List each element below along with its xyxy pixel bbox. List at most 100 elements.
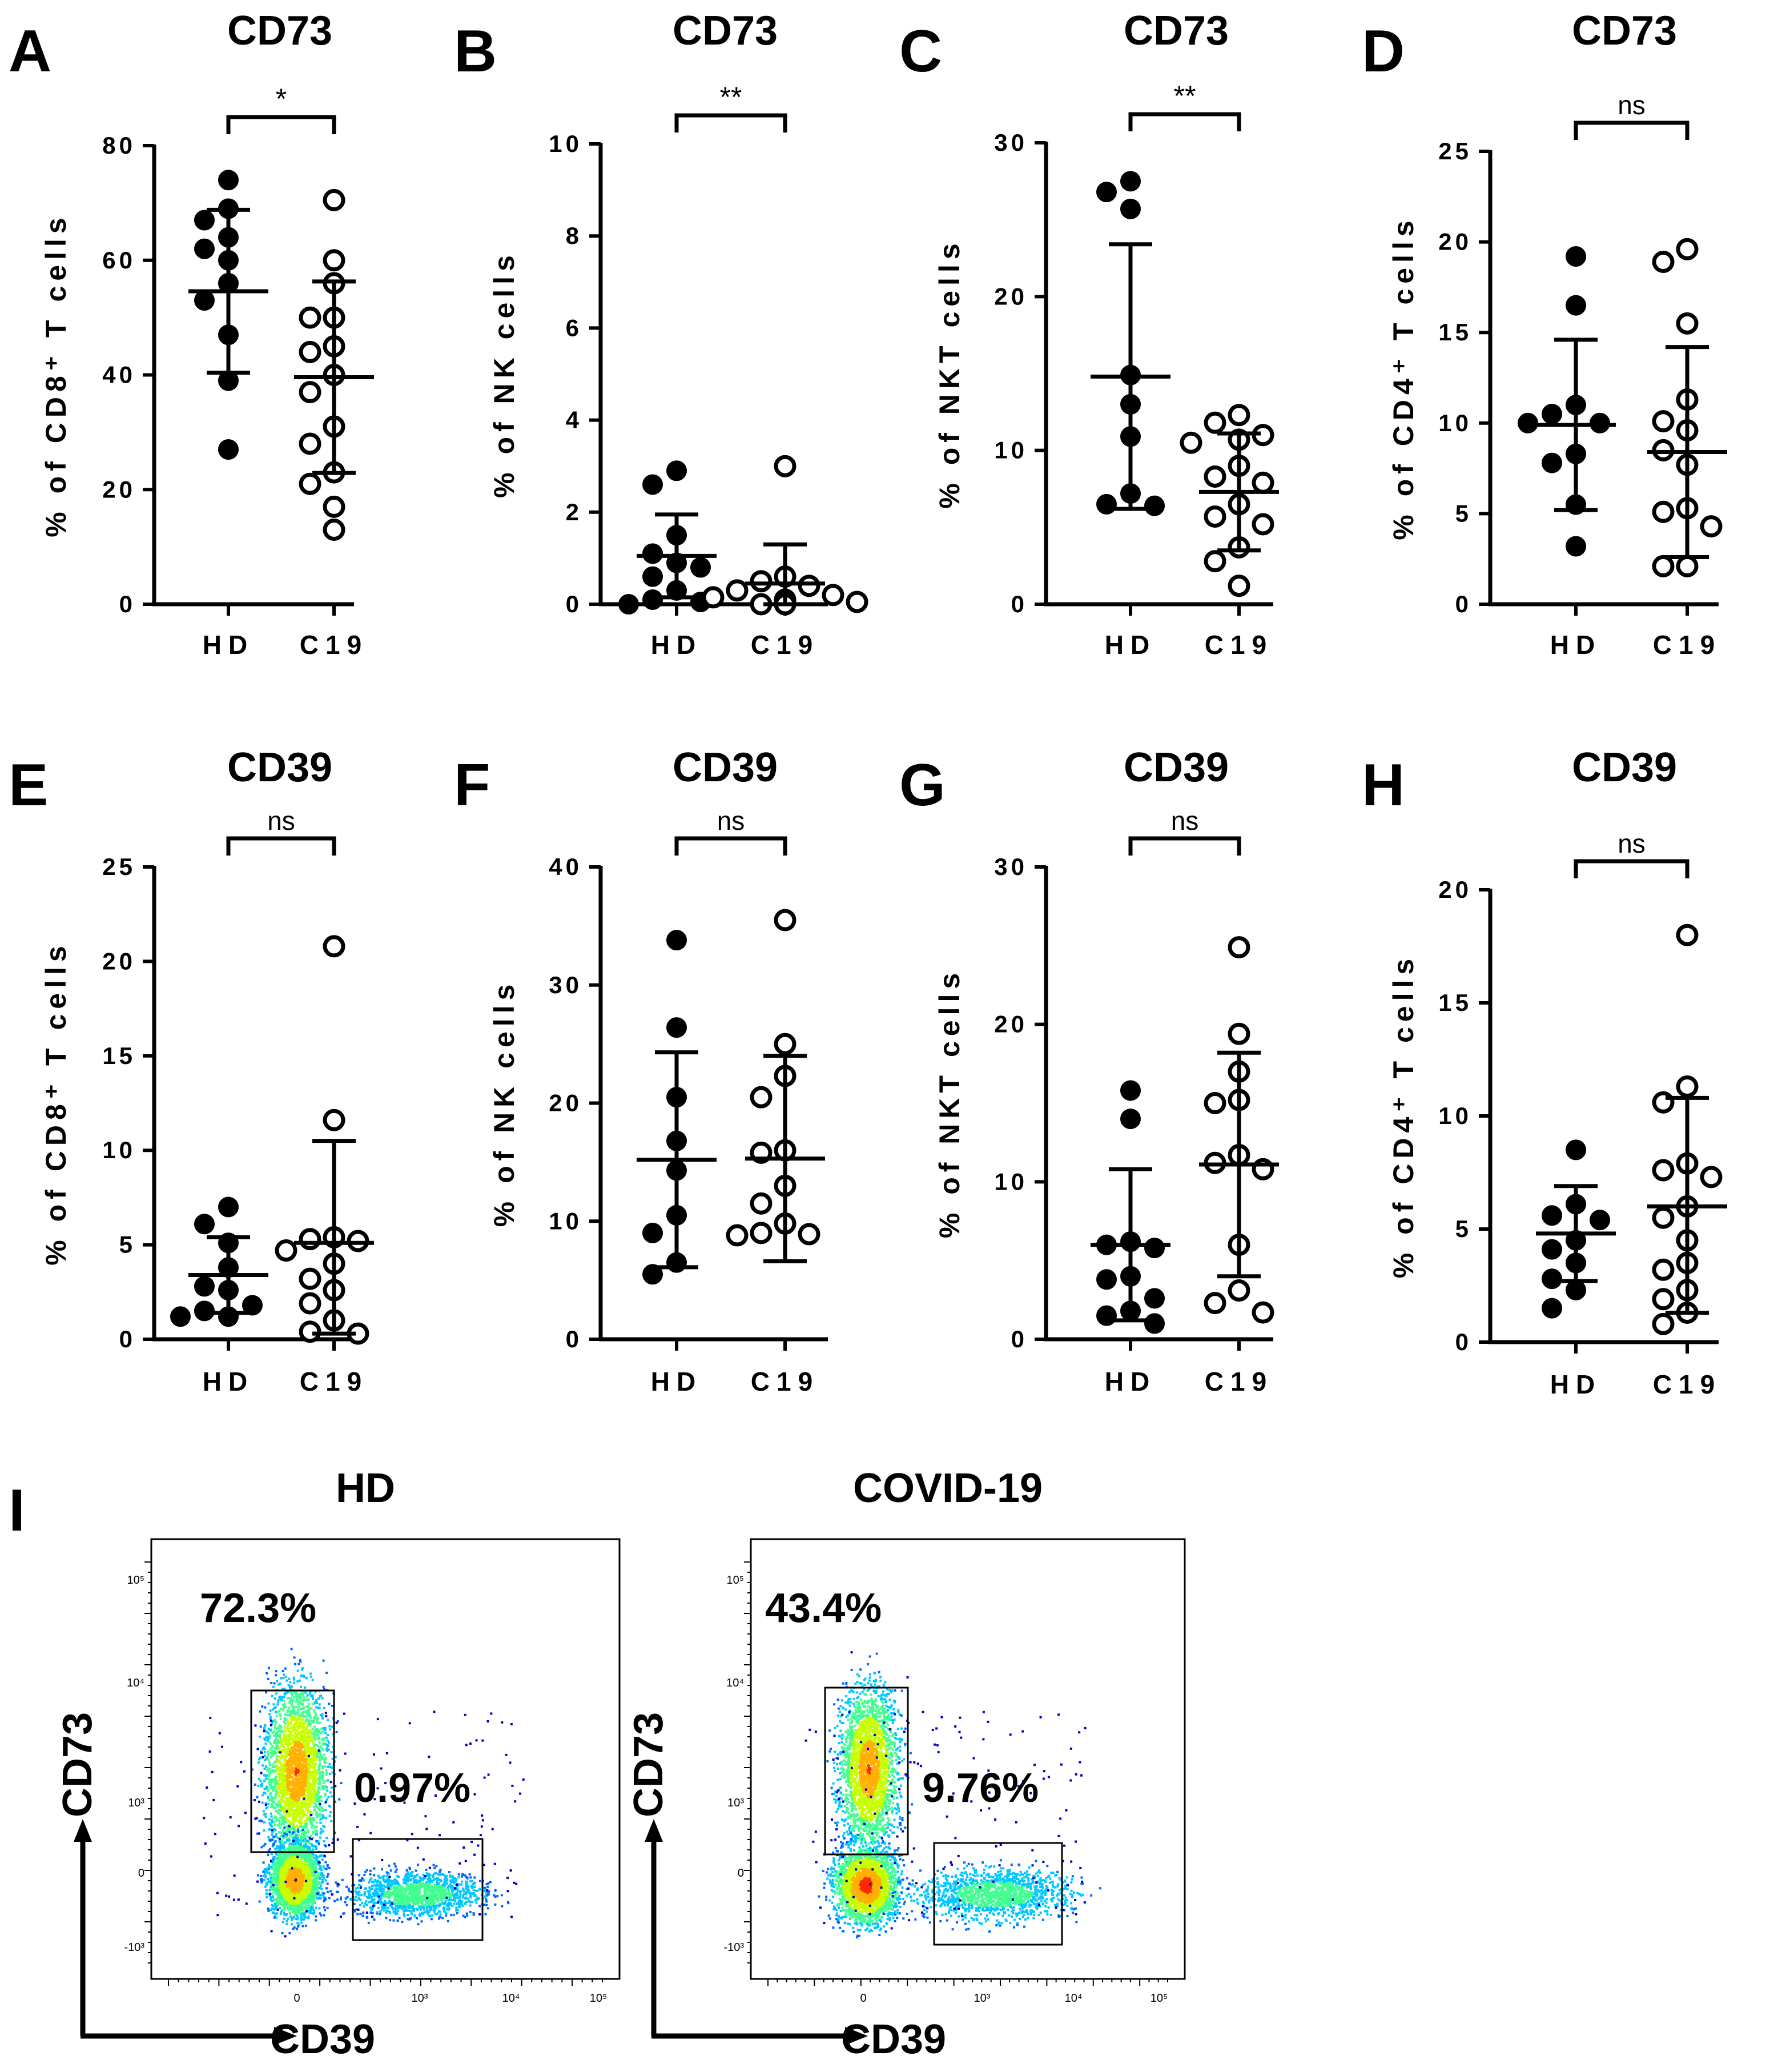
- event-dot: [313, 1753, 316, 1756]
- event-dot: [280, 1764, 283, 1766]
- event-dot: [317, 1874, 320, 1877]
- event-dot: [288, 1820, 291, 1823]
- event-dot: [292, 1690, 295, 1693]
- event-dot: [274, 1796, 277, 1799]
- event-dot: [316, 1833, 319, 1836]
- event-dot: [300, 1747, 303, 1750]
- event-dot: [313, 1882, 316, 1885]
- event-dot: [309, 1822, 312, 1825]
- event-dot: [274, 1734, 277, 1737]
- event-dot: [275, 1734, 278, 1737]
- event-dot: [319, 1795, 321, 1798]
- event-dot: [296, 1916, 299, 1919]
- event-dot: [300, 1736, 303, 1738]
- event-dot: [312, 1853, 315, 1856]
- event-dot: [321, 1878, 324, 1881]
- event-dot: [277, 1760, 280, 1763]
- event-dot: [283, 1740, 285, 1743]
- event-dot: [298, 1796, 301, 1799]
- event-dot: [311, 1855, 313, 1858]
- event-dot: [308, 1758, 311, 1761]
- event-dot: [316, 1722, 319, 1725]
- event-dot: [294, 1769, 297, 1772]
- event-dot: [312, 1774, 315, 1777]
- event-dot: [283, 1704, 285, 1707]
- event-dot: [325, 1761, 328, 1764]
- event-dot: [267, 1702, 270, 1705]
- event-dot: [311, 1697, 314, 1700]
- event-dot: [287, 1714, 290, 1717]
- event-dot: [328, 1725, 331, 1728]
- event-dot: [288, 1790, 291, 1793]
- event-dot: [304, 1822, 307, 1825]
- event-dot: [278, 1735, 281, 1738]
- event-dot: [267, 1796, 269, 1798]
- event-dot: [291, 1693, 294, 1696]
- y-axis-label: % of CD4⁺ T cells: [1387, 954, 1419, 1278]
- event-dot: [321, 1788, 324, 1790]
- event-dot: [319, 1894, 321, 1897]
- event-dot: [290, 1783, 293, 1786]
- event-dot: [277, 1785, 280, 1788]
- event-dot: [311, 1889, 314, 1892]
- event-dot: [319, 1762, 321, 1765]
- event-dot: [261, 1801, 264, 1804]
- event-dot: [287, 1720, 289, 1723]
- event-dot: [279, 1844, 282, 1847]
- event-dot: [313, 1779, 316, 1782]
- event-dot: [275, 1714, 278, 1717]
- event-dot: [292, 1705, 295, 1708]
- event-dot: [269, 1896, 272, 1898]
- event-dot: [283, 1702, 286, 1705]
- event-dot: [278, 1821, 281, 1824]
- event-dot: [319, 1721, 321, 1724]
- event-dot: [275, 1810, 277, 1813]
- point-hd: [1120, 1109, 1141, 1130]
- event-dot: [266, 1755, 269, 1758]
- event-dot: [280, 1742, 283, 1745]
- event-dot: [319, 1713, 322, 1716]
- y-tick-label: 30: [549, 971, 582, 998]
- point-hd: [1566, 246, 1586, 267]
- flow-plot-title: HD: [336, 1465, 395, 1511]
- y-tick-label: 10: [102, 1137, 136, 1163]
- event-dot: [325, 1736, 328, 1739]
- event-dot: [303, 1676, 306, 1679]
- event-dot: [308, 1786, 311, 1789]
- event-dot: [292, 1798, 295, 1801]
- event-dot: [304, 1806, 307, 1809]
- point-c19: [750, 570, 773, 593]
- event-dot: [298, 1798, 301, 1801]
- event-dot: [305, 1768, 308, 1770]
- event-dot: [278, 1697, 281, 1700]
- event-dot: [308, 1724, 311, 1726]
- event-dot: [313, 1791, 316, 1794]
- event-dot: [305, 1804, 308, 1806]
- event-dot: [301, 1829, 304, 1832]
- event-dot: [292, 1758, 295, 1761]
- event-dot: [301, 1809, 304, 1812]
- event-dot: [309, 1770, 312, 1773]
- event-dot: [296, 1710, 299, 1713]
- event-dot: [299, 1733, 301, 1736]
- event-dot: [323, 1706, 325, 1709]
- event-dot: [268, 1828, 271, 1831]
- y-tick-label: 40: [102, 362, 136, 388]
- event-dot: [262, 1861, 265, 1864]
- event-dot: [267, 1677, 269, 1680]
- event-dot: [306, 1770, 309, 1773]
- event-dot: [277, 1701, 280, 1704]
- event-dot: [277, 1804, 280, 1806]
- event-dot: [315, 1876, 317, 1879]
- event-dot: [325, 1837, 328, 1840]
- event-dot: [304, 1802, 307, 1805]
- event-dot: [313, 1717, 316, 1720]
- point-hd: [1542, 1298, 1562, 1319]
- event-dot: [284, 1764, 287, 1767]
- event-dot: [298, 1778, 301, 1781]
- event-dot: [291, 1750, 294, 1753]
- event-dot: [280, 1741, 283, 1744]
- event-dot: [324, 1861, 327, 1864]
